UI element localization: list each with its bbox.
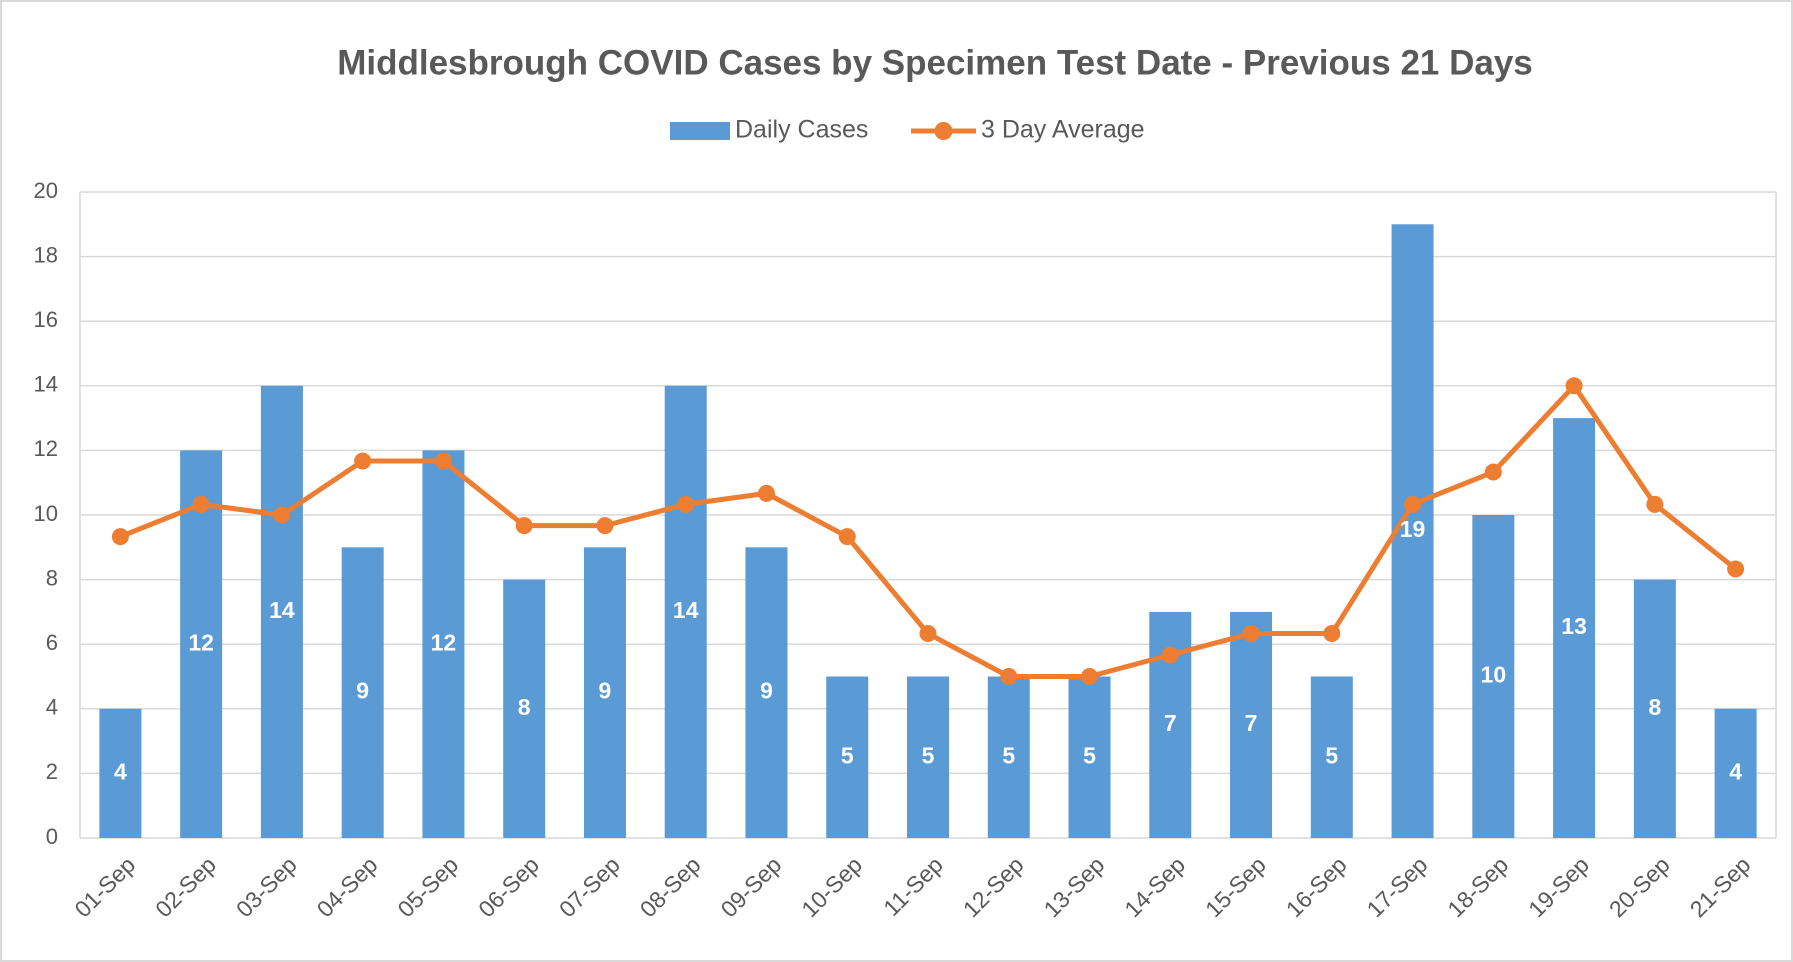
- line-marker: [1565, 377, 1583, 395]
- line-marker: [677, 495, 695, 513]
- line-marker: [1242, 625, 1260, 643]
- bar: [907, 676, 949, 838]
- data-label: 9: [599, 678, 612, 704]
- data-label: 4: [1729, 758, 1742, 784]
- chart-title: Middlesbrough COVID Cases by Specimen Te…: [337, 43, 1533, 82]
- line-marker: [1727, 560, 1745, 578]
- data-label: 5: [922, 742, 935, 768]
- y-tick-label: 20: [34, 178, 58, 203]
- data-label: 5: [1325, 742, 1338, 768]
- line-marker: [596, 517, 614, 535]
- bar: [1310, 676, 1353, 838]
- data-label: 14: [269, 597, 295, 623]
- y-tick-label: 4: [46, 695, 58, 720]
- line-marker: [1323, 625, 1341, 643]
- data-label: 12: [188, 629, 214, 655]
- data-label: 10: [1481, 662, 1507, 688]
- bar: [1068, 676, 1111, 838]
- data-label: 5: [841, 742, 854, 768]
- line-marker: [515, 517, 533, 535]
- line-marker: [111, 528, 129, 546]
- line-marker: [1081, 668, 1099, 685]
- bar: [99, 708, 142, 838]
- y-tick-label: 18: [34, 242, 58, 267]
- y-tick-label: 8: [46, 565, 58, 590]
- line-marker: [838, 528, 856, 546]
- bar: [503, 579, 546, 838]
- data-label: 12: [431, 629, 457, 655]
- y-tick-label: 2: [46, 759, 58, 784]
- line-marker: [919, 625, 937, 643]
- legend-label: 3 Day Average: [981, 116, 1145, 144]
- bar: [583, 547, 626, 838]
- data-label: 8: [1648, 694, 1661, 720]
- line-marker: [354, 452, 372, 470]
- bar: [826, 676, 869, 838]
- bar: [1472, 515, 1515, 838]
- line-marker: [757, 484, 775, 502]
- line-marker: [1484, 463, 1502, 481]
- line-marker: [434, 452, 452, 470]
- line-marker: [273, 506, 291, 524]
- bar: [260, 385, 303, 838]
- y-tick-label: 0: [46, 824, 58, 849]
- data-label: 7: [1164, 710, 1177, 736]
- data-label: 4: [114, 758, 127, 784]
- data-label: 9: [356, 678, 369, 704]
- y-tick-label: 14: [34, 372, 58, 397]
- data-label: 14: [673, 597, 699, 623]
- bar: [1714, 708, 1757, 838]
- bar: [745, 547, 788, 838]
- data-label: 13: [1561, 613, 1587, 639]
- data-label: 8: [518, 694, 531, 720]
- bar: [987, 676, 1030, 838]
- bar: [1633, 579, 1676, 838]
- data-label: 5: [1083, 742, 1096, 768]
- data-label: 19: [1400, 516, 1426, 542]
- line-marker: [1161, 646, 1179, 664]
- bar: [1553, 418, 1596, 838]
- line-marker: [1404, 495, 1422, 513]
- y-tick-label: 16: [34, 307, 58, 332]
- line-marker: [192, 495, 210, 513]
- line-marker: [1646, 495, 1664, 513]
- data-label: 9: [760, 678, 773, 704]
- bar: [422, 450, 465, 838]
- legend-label: Daily Cases: [735, 116, 868, 144]
- data-label: 5: [1002, 742, 1015, 768]
- y-tick-label: 12: [34, 436, 58, 461]
- bar: [341, 547, 384, 838]
- legend-swatch: [670, 122, 730, 140]
- legend-marker: [934, 122, 953, 140]
- bar: [1230, 611, 1273, 838]
- y-tick-label: 6: [46, 630, 58, 655]
- data-label: 7: [1245, 710, 1258, 736]
- bar: [180, 450, 223, 838]
- line-marker: [1000, 668, 1018, 685]
- bar: [664, 385, 707, 838]
- y-tick-label: 10: [34, 501, 58, 526]
